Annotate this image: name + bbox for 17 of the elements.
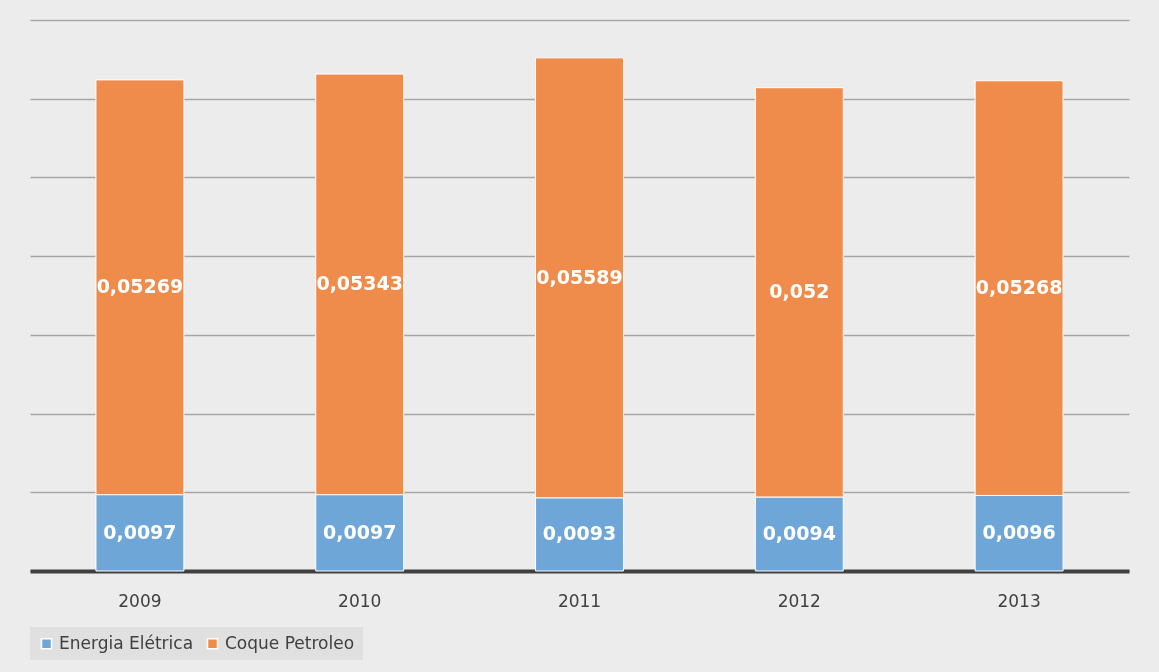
- data-label: 0,0094: [762, 522, 836, 544]
- x-tick-label: 2009: [118, 590, 162, 611]
- data-label: 0,0097: [323, 520, 397, 543]
- data-label: 0,0093: [542, 522, 617, 545]
- data-label: 0,0096: [982, 521, 1056, 544]
- legend-label: Coque Petroleo: [225, 632, 355, 653]
- data-label: 0,05269: [96, 275, 184, 298]
- data-label: 0,052: [769, 280, 830, 303]
- x-tick-label: 2010: [338, 590, 382, 611]
- data-label: 0,05589: [536, 265, 623, 288]
- x-tick-label: 2012: [777, 590, 821, 611]
- data-label: 0,05268: [975, 276, 1063, 299]
- x-tick-label: 2013: [997, 590, 1041, 611]
- legend-label: Energia Elétrica: [59, 632, 194, 653]
- x-tick-label: 2011: [557, 590, 602, 611]
- data-label: 0,0097: [103, 520, 177, 543]
- data-label: 0,05343: [316, 272, 403, 295]
